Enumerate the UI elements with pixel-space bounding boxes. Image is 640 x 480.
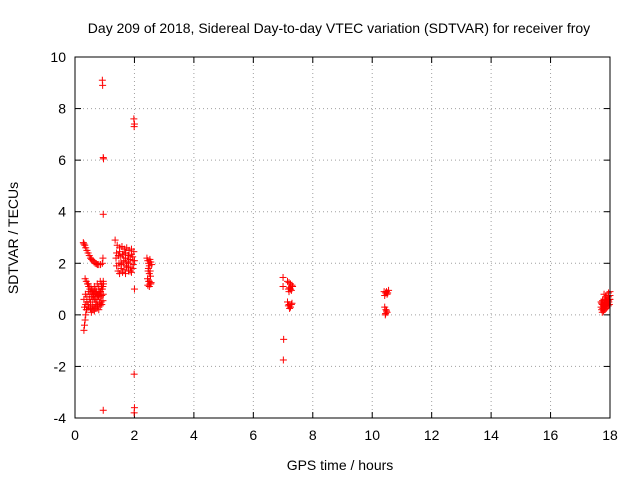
data-point [130,409,138,417]
x-tick-label: 6 [249,427,257,443]
data-point [280,335,288,343]
data-point [605,289,613,297]
data-point [82,311,90,319]
y-axis-label: SDTVAR / TECUs [5,182,21,294]
data-point [382,310,390,318]
data-point [129,264,137,272]
data-point [148,261,156,269]
y-tick-label: 2 [58,255,66,271]
data-point [130,115,138,123]
x-tick-label: 14 [483,427,499,443]
data-point [125,267,132,275]
data-point [80,326,88,334]
data-point [99,81,107,89]
data-point [126,255,134,263]
data-point [279,282,287,290]
data-point [144,281,152,289]
data-point [119,268,127,276]
x-tick-label: 2 [131,427,139,443]
data-point [130,370,138,378]
data-point [127,250,135,258]
data-point [604,302,612,310]
data-point [382,288,390,296]
axis-ticks [74,56,611,419]
data-point [129,257,137,265]
data-point [116,270,124,278]
tick-labels: 0 2 4 6 8 10 12 14 16 18 -4 -2 0 2 4 6 8 10 [50,49,618,443]
data-point [98,259,106,267]
y-tick-label: 0 [58,307,66,323]
y-tick-label: -2 [54,358,67,374]
data-point [81,316,89,324]
data-point [97,261,105,269]
data-point [119,250,127,258]
data-point [125,252,132,260]
data-point [99,406,107,414]
y-tick-label: -4 [54,410,67,426]
data-point [279,356,287,364]
data-point [111,236,119,244]
x-tick-label: 10 [364,427,380,443]
y-tick-label: 10 [50,49,66,65]
data-point [384,289,392,297]
data-point [287,301,295,309]
data-point [125,259,132,267]
data-point [99,254,107,262]
grid-lines [75,57,610,418]
data-point [81,321,89,329]
data-point [96,302,104,310]
y-tick-label: 4 [58,204,66,220]
x-tick-label: 8 [309,427,317,443]
x-tick-label: 4 [190,427,198,443]
data-point [80,240,88,248]
data-point [95,306,103,314]
data-point [113,249,121,257]
data-point [286,285,294,293]
data-point [286,304,294,312]
data-point [99,210,107,218]
y-tick-label: 8 [58,101,66,117]
x-tick-label: 12 [424,427,440,443]
data-point [99,297,107,305]
data-point [130,123,138,131]
data-point [145,277,153,285]
data-point [99,282,107,290]
data-point [120,257,128,265]
data-point [98,292,106,300]
y-tick-label: 6 [58,152,66,168]
data-point [288,299,296,307]
chart-title: Day 209 of 2018, Sidereal Day-to-day VTE… [88,20,590,36]
data-point [98,301,106,309]
data-point [130,285,138,293]
data-point [127,268,135,276]
x-tick-label: 18 [602,427,618,443]
data-series-sdtvar [79,76,614,417]
data-point [279,273,287,281]
data-point [92,304,100,312]
data-point [100,155,108,163]
plot-frame [74,56,611,419]
x-tick-label: 0 [71,427,79,443]
x-axis-label: GPS time / hours [287,457,394,473]
data-point [89,306,97,314]
data-point [99,290,107,298]
data-point [146,267,154,275]
data-point [605,295,613,303]
x-tick-label: 16 [543,427,559,443]
data-point [605,301,613,309]
